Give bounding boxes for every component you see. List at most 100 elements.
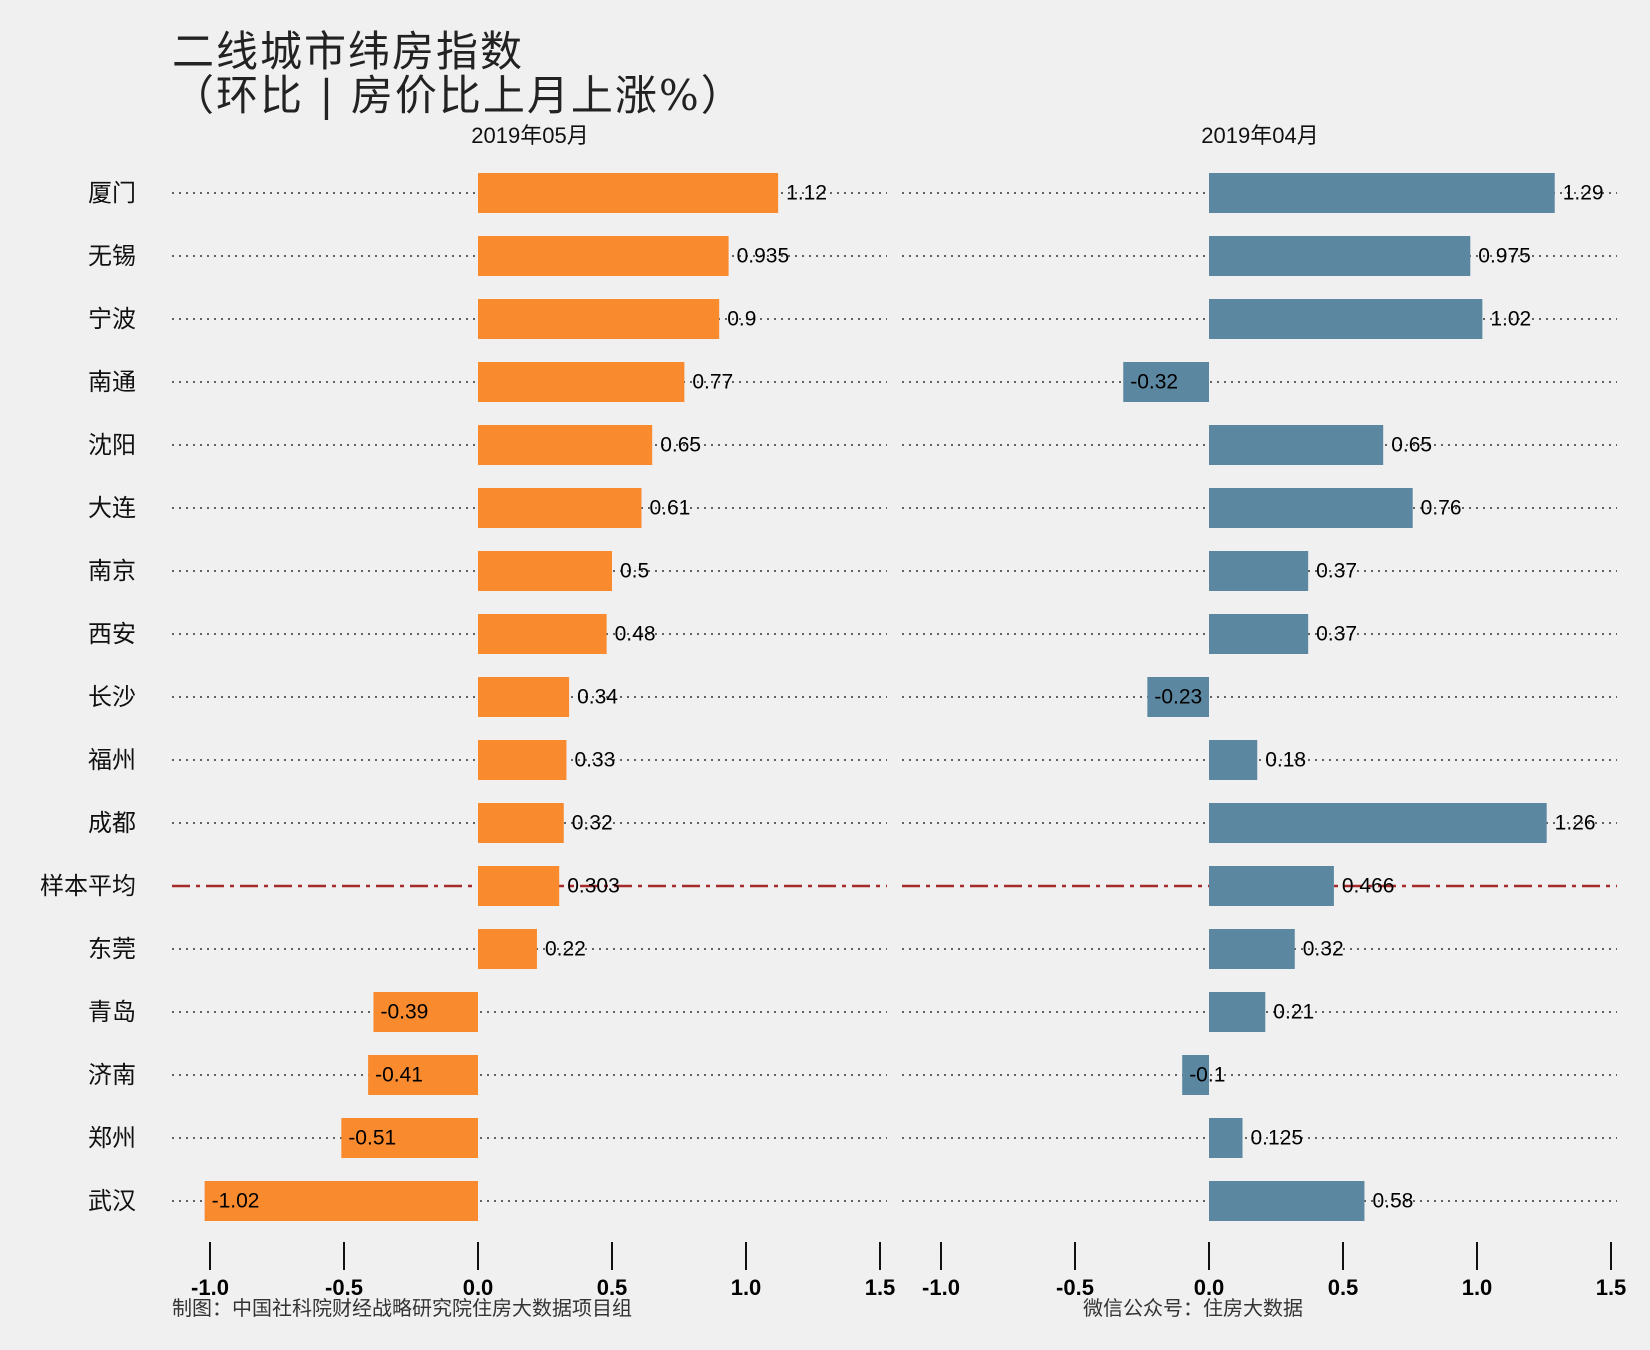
data-label: 0.125 [1251, 1127, 1304, 1150]
data-label: -0.41 [375, 1064, 423, 1087]
category-label: 青岛 [88, 998, 136, 1026]
bar [478, 866, 560, 906]
bar [478, 173, 779, 213]
category-label: 宁波 [88, 305, 136, 333]
data-label: 0.5 [620, 560, 649, 583]
data-label: 0.21 [1273, 1001, 1314, 1024]
panel-title: 2019年04月 [1201, 123, 1318, 148]
bar [1209, 236, 1471, 276]
bar [341, 1118, 478, 1158]
bar [478, 740, 567, 780]
bar [478, 614, 607, 654]
category-label: 成都 [88, 809, 136, 837]
bar [478, 488, 642, 528]
data-label: 0.303 [567, 875, 620, 898]
bar [1209, 488, 1413, 528]
footer-wechat: 微信公众号：住房大数据 [1083, 1296, 1303, 1320]
data-label: 0.48 [615, 623, 656, 646]
bar [368, 1055, 478, 1095]
bar [1147, 677, 1209, 717]
category-label: 济南 [88, 1061, 136, 1089]
bar [478, 929, 537, 969]
bar [1123, 362, 1209, 402]
data-label: 0.61 [649, 497, 690, 520]
x-tick-label: -0.5 [1056, 1275, 1094, 1300]
data-label: 1.26 [1555, 812, 1596, 835]
bar [1209, 929, 1295, 969]
data-label: 0.65 [660, 434, 701, 457]
data-label: 0.18 [1265, 749, 1306, 772]
category-label: 郑州 [88, 1124, 136, 1152]
bar [1209, 803, 1547, 843]
data-label: 0.935 [737, 245, 790, 268]
data-label: 1.29 [1563, 182, 1604, 205]
category-label: 大连 [88, 494, 136, 522]
data-label: -1.02 [212, 1190, 260, 1213]
x-tick-label: -1.0 [922, 1275, 960, 1300]
data-label: 0.32 [1303, 938, 1344, 961]
bar [1182, 1055, 1209, 1095]
data-label: 0.37 [1316, 623, 1357, 646]
data-label: -0.51 [348, 1127, 396, 1150]
footer-credit: 制图：中国社科院财经战略研究院住房大数据项目组 [172, 1296, 632, 1320]
category-label: 武汉 [88, 1187, 136, 1215]
category-label: 厦门 [88, 179, 136, 207]
bar [478, 362, 685, 402]
data-label: 0.37 [1316, 560, 1357, 583]
bar [1209, 425, 1384, 465]
x-tick-label: -1.0 [191, 1275, 229, 1300]
bar [1209, 299, 1483, 339]
data-label: 0.22 [545, 938, 586, 961]
bar [204, 1181, 478, 1221]
bar [1209, 1118, 1243, 1158]
x-tick-label: 1.5 [1596, 1275, 1627, 1300]
bar [478, 299, 720, 339]
data-label: 0.975 [1478, 245, 1531, 268]
data-label: 0.58 [1372, 1190, 1413, 1213]
category-label: 沈阳 [88, 431, 136, 459]
category-label: 南京 [88, 557, 136, 585]
data-label: 0.76 [1421, 497, 1462, 520]
x-tick-label: 1.5 [865, 1275, 896, 1300]
data-label: 0.33 [574, 749, 615, 772]
category-label: 东莞 [88, 935, 136, 963]
bar [478, 803, 564, 843]
bar [1209, 551, 1309, 591]
bar [373, 992, 478, 1032]
panel-title: 2019年05月 [471, 123, 588, 148]
data-label: -0.39 [380, 1001, 428, 1024]
x-tick-label: -0.5 [325, 1275, 363, 1300]
category-label: 西安 [88, 620, 136, 648]
x-tick-label: 1.0 [731, 1275, 762, 1300]
bar [1209, 173, 1555, 213]
bar [1209, 866, 1334, 906]
category-label: 长沙 [88, 683, 136, 711]
data-label: 0.32 [572, 812, 613, 835]
x-tick-label: 0.0 [1194, 1275, 1225, 1300]
category-label: 南通 [88, 368, 136, 396]
data-label: 1.12 [786, 182, 827, 205]
x-tick-label: 0.5 [597, 1275, 628, 1300]
bar [1209, 614, 1309, 654]
category-label: 样本平均 [40, 872, 136, 900]
data-label: 0.65 [1391, 434, 1432, 457]
data-label: -0.1 [1189, 1064, 1225, 1087]
category-label: 福州 [88, 746, 136, 774]
data-label: 0.9 [727, 308, 756, 331]
bar [478, 677, 570, 717]
bar [1209, 992, 1266, 1032]
x-tick-label: 1.0 [1462, 1275, 1493, 1300]
data-label: 1.02 [1490, 308, 1531, 331]
bar [478, 551, 612, 591]
data-label: 0.34 [577, 686, 618, 709]
data-label: -0.32 [1130, 371, 1178, 394]
data-label: 0.77 [692, 371, 733, 394]
bar [1209, 740, 1258, 780]
bar [478, 425, 653, 465]
bar [1209, 1181, 1365, 1221]
chart-subtitle: （环比 | 房价比上月上涨%） [172, 71, 745, 120]
x-tick-label: 0.0 [463, 1275, 494, 1300]
chart-title: 二线城市纬房指数 [172, 27, 525, 76]
